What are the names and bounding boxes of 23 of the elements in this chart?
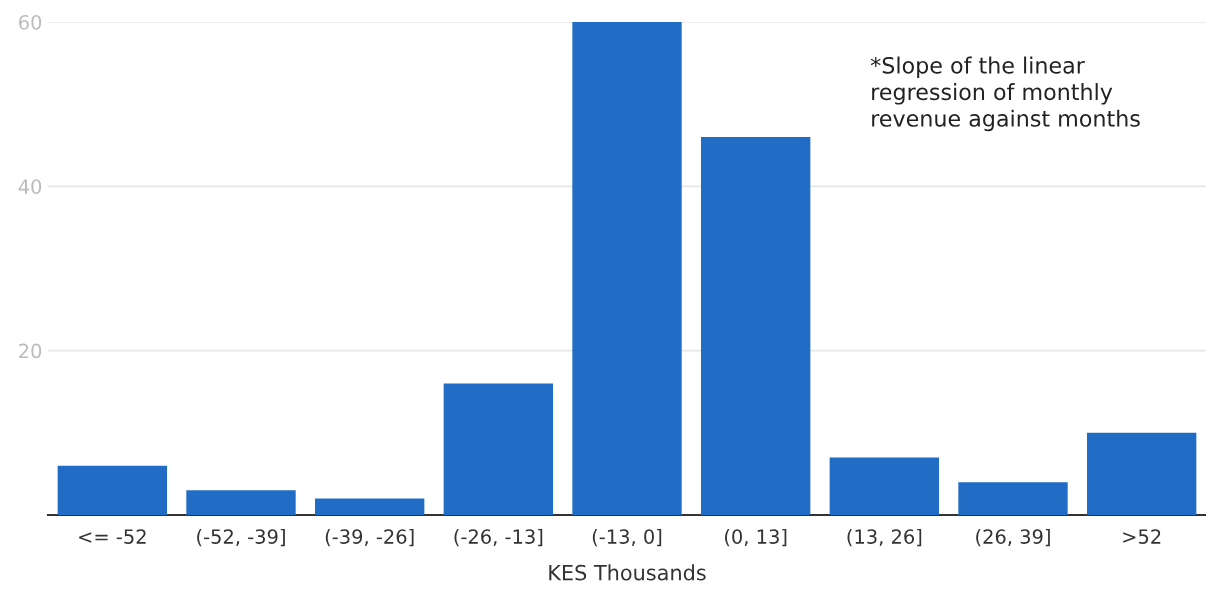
bar bbox=[57, 465, 168, 515]
x-tick-label: (0, 13] bbox=[725, 528, 787, 547]
x-tick-label: >52 bbox=[1123, 529, 1161, 544]
bar bbox=[958, 482, 1068, 515]
bar bbox=[829, 457, 940, 515]
bar bbox=[700, 137, 811, 515]
x-tick-label: (-52, -39] bbox=[197, 528, 285, 547]
x-tick-label: (26, 39] bbox=[976, 528, 1050, 547]
bar bbox=[314, 498, 425, 515]
bar bbox=[186, 490, 296, 515]
y-tick-label: 40 bbox=[18, 179, 42, 194]
y-tick-label: 60 bbox=[19, 14, 42, 30]
bar bbox=[443, 383, 554, 515]
y-tick-label: 20 bbox=[19, 343, 42, 359]
x-tick-label: (-26, -13] bbox=[454, 528, 543, 547]
x-tick-label: (-39, -26] bbox=[325, 528, 414, 547]
x-tick-label: (13, 26] bbox=[847, 528, 922, 547]
x-axis-title: KES Thousands bbox=[549, 564, 706, 581]
annotation: *Slope of the linear regression of monthly revenue against months bbox=[870, 56, 1140, 132]
bar bbox=[1086, 432, 1197, 515]
x-tick-label: <= -52 bbox=[79, 529, 146, 544]
x-tick-label: (-13, 0] bbox=[592, 528, 662, 547]
bar bbox=[572, 22, 682, 515]
